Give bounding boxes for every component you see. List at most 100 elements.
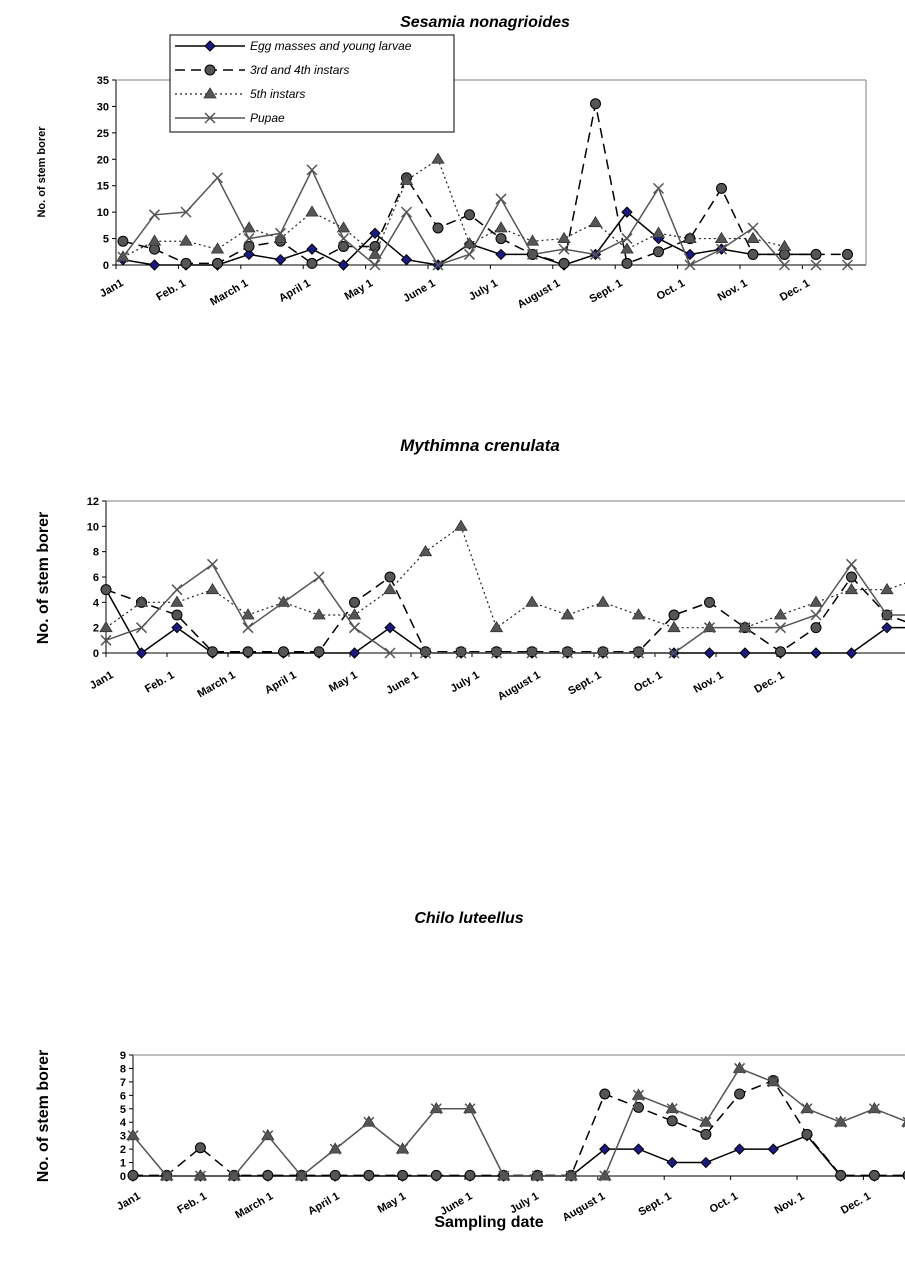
data-point xyxy=(100,634,112,646)
data-point xyxy=(210,242,225,254)
data-point xyxy=(632,1143,645,1155)
data-point xyxy=(369,227,381,239)
data-point xyxy=(205,582,220,595)
x-tick-label: May 1 xyxy=(376,1190,408,1216)
data-point xyxy=(400,254,413,266)
x-tick-label: July 1 xyxy=(448,669,481,695)
x-tick-label: Dec. 1 xyxy=(839,1190,873,1217)
data-point xyxy=(149,243,160,255)
data-point xyxy=(700,1128,712,1140)
data-point xyxy=(590,98,601,110)
series-line xyxy=(105,589,905,655)
data-point xyxy=(633,646,644,658)
data-point xyxy=(868,1169,880,1181)
data-point xyxy=(207,646,218,658)
x-tick-label: Dec. 1 xyxy=(752,669,786,696)
data-point xyxy=(801,1128,813,1140)
data-point xyxy=(312,608,326,620)
data-point xyxy=(599,1170,611,1182)
series-4 xyxy=(127,1062,905,1182)
data-point xyxy=(400,206,413,218)
x-tick-label: Nov. 1 xyxy=(716,277,750,303)
y-tick-label: 8 xyxy=(93,547,99,559)
series-line xyxy=(122,158,785,258)
data-point xyxy=(337,233,350,245)
data-point xyxy=(179,234,193,246)
data-point xyxy=(306,243,318,255)
data-point xyxy=(632,647,645,659)
data-point xyxy=(135,647,148,659)
data-point xyxy=(495,233,507,245)
x-tick-label: March 1 xyxy=(233,1190,275,1221)
data-point xyxy=(667,620,681,633)
y-tick-label: 5 xyxy=(103,234,109,246)
data-point xyxy=(844,582,859,595)
data-point xyxy=(599,1088,611,1100)
data-point xyxy=(180,206,192,218)
data-point xyxy=(881,609,893,621)
y-axis-label: No. of stem borer xyxy=(35,1050,52,1182)
data-point xyxy=(432,222,444,234)
data-point xyxy=(620,242,634,254)
data-point xyxy=(777,239,792,251)
x-tick-label: April 1 xyxy=(306,1190,342,1218)
data-point xyxy=(700,1116,712,1128)
data-point xyxy=(278,646,289,658)
y-tick-label: 7 xyxy=(120,1077,126,1089)
x-tick-label: Jan1 xyxy=(98,277,126,300)
data-point xyxy=(349,596,360,608)
legend-marker xyxy=(203,87,217,99)
x-tick-label: May 1 xyxy=(327,669,359,695)
legend-label: Pupae xyxy=(250,111,285,125)
x-tick-label: August 1 xyxy=(496,669,543,703)
data-point xyxy=(557,231,571,243)
data-point xyxy=(418,544,433,557)
data-point xyxy=(194,1142,206,1154)
x-tick-label: Feb. 1 xyxy=(175,1190,209,1216)
data-point xyxy=(399,173,414,185)
series-line xyxy=(122,168,848,267)
data-point xyxy=(277,596,290,608)
data-point xyxy=(262,1169,274,1181)
data-point xyxy=(652,182,665,194)
data-point xyxy=(397,1143,409,1155)
legend: Egg masses and young larvae 3rd and 4th i… xyxy=(169,34,455,133)
data-point xyxy=(262,1130,274,1142)
data-point xyxy=(842,248,853,260)
data-point xyxy=(274,227,287,239)
y-tick-label: 5 xyxy=(120,1104,126,1116)
y-tick-label: 30 xyxy=(97,101,109,113)
y-tick-label: 35 xyxy=(97,75,109,87)
data-point xyxy=(560,608,575,620)
data-point xyxy=(621,206,633,218)
data-point xyxy=(775,646,786,658)
data-point xyxy=(881,621,893,634)
legend-label: Egg masses and young larvae xyxy=(250,39,412,53)
y-tick-label: 20 xyxy=(97,154,109,166)
data-point xyxy=(684,248,696,261)
data-point xyxy=(734,1088,746,1100)
series-4 xyxy=(117,164,854,271)
data-point xyxy=(565,1170,577,1182)
x-tick-label: Oct. 1 xyxy=(632,669,664,695)
data-point xyxy=(747,222,759,234)
data-point xyxy=(161,1170,173,1182)
series-line xyxy=(122,103,848,265)
data-point xyxy=(739,622,751,634)
series-2 xyxy=(100,571,905,658)
chart-1: Sesamia nonagrioides No. of stem borer 0 5 1… xyxy=(36,14,867,311)
data-point xyxy=(455,646,467,658)
data-point xyxy=(668,609,680,621)
data-point xyxy=(562,646,573,658)
legend-box xyxy=(169,34,455,133)
y-axis-label: No. of stem borer xyxy=(35,512,52,644)
data-point xyxy=(653,246,664,258)
data-point xyxy=(810,622,822,634)
data-point xyxy=(684,259,696,271)
data-point xyxy=(273,231,288,243)
series-3 xyxy=(99,519,905,633)
series-3 xyxy=(116,152,792,262)
data-point xyxy=(348,647,361,659)
y-tick-label: 0 xyxy=(120,1171,126,1183)
